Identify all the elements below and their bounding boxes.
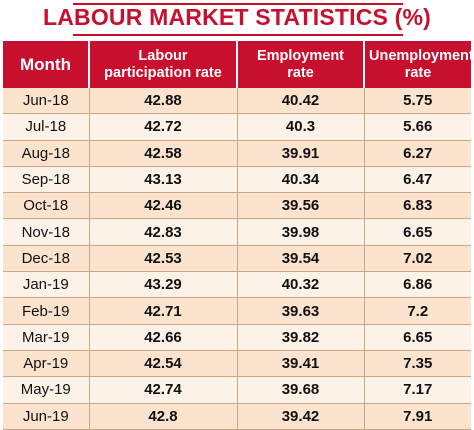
unemployment-rate-cell: 7.2 [364,297,471,325]
month-cell: Jun-19 [3,403,90,430]
labour-participation-rate-cell: 43.13 [89,166,238,194]
month-cell: Nov-18 [3,218,90,246]
month-cell: Feb-19 [3,297,90,325]
table-row: Jul-18 42.72 40.3 5.66 [3,113,471,141]
labour-participation-rate-cell: 42.46 [89,192,238,220]
unemployment-rate-cell: 6.65 [364,218,471,246]
employment-rate-cell: 39.63 [237,297,365,325]
table-header-row: Month Labour participation rate Employme… [3,41,474,88]
labour-participation-rate-cell: 42.53 [89,245,238,273]
employment-rate-cell: 40.42 [237,88,365,115]
table-row: Jun-18 42.88 40.42 5.75 [3,88,471,115]
unemployment-rate-cell: 6.27 [364,140,471,167]
unemployment-rate-cell: 7.35 [364,350,471,378]
unemployment-rate-cell: 7.02 [364,245,471,273]
column-header-employment-rate: Employment rate [237,41,365,88]
employment-rate-cell: 40.34 [237,166,365,194]
employment-rate-cell: 39.82 [237,324,365,351]
table-row: Dec-18 42.53 39.54 7.02 [3,245,471,273]
table-body: Jun-18 42.88 40.42 5.75 Jul-18 42.72 40.3 5.66 A… [3,88,471,430]
employment-rate-cell: 39.68 [237,376,365,404]
labour-participation-rate-cell: 42.88 [89,88,238,115]
labour-participation-rate-cell: 43.29 [89,271,238,299]
chart-title: LABOUR MARKET STATISTICS (%) [42,4,432,30]
employment-rate-cell: 39.98 [237,218,365,246]
employment-rate-cell: 39.54 [237,245,365,273]
table-row: Feb-19 42.71 39.63 7.2 [3,297,471,325]
employment-rate-cell: 39.91 [237,140,365,167]
unemployment-rate-cell: 5.75 [364,88,471,115]
unemployment-rate-cell: 6.47 [364,166,471,194]
unemployment-rate-cell: 7.91 [364,403,471,430]
employment-rate-cell: 39.42 [237,403,365,430]
month-cell: Dec-18 [3,245,90,273]
employment-rate-cell: 39.56 [237,192,365,220]
table-row: Jun-19 42.8 39.42 7.91 [3,403,471,430]
unemployment-rate-cell: 7.17 [364,376,471,404]
table-row: Aug-18 42.58 39.91 6.27 [3,140,471,167]
labour-participation-rate-cell: 42.8 [89,403,238,430]
labour-participation-rate-cell: 42.54 [89,350,238,378]
table-row: Sep-18 43.13 40.34 6.47 [3,166,471,194]
month-cell: Mar-19 [3,324,90,351]
table-row: Oct-18 42.46 39.56 6.83 [3,192,471,220]
employment-rate-cell: 40.32 [237,271,365,299]
labour-participation-rate-cell: 42.71 [89,297,238,325]
month-cell: Jan-19 [3,271,90,299]
title-rule-bottom [73,34,403,36]
labour-participation-rate-cell: 42.83 [89,218,238,246]
column-header-unemployment-rate: Unemployment rate [364,41,474,88]
unemployment-rate-cell: 6.65 [364,324,471,351]
month-cell: Jun-18 [3,88,90,115]
month-cell: Oct-18 [3,192,90,220]
labour-participation-rate-cell: 42.72 [89,113,238,141]
employment-rate-cell: 39.41 [237,350,365,378]
column-header-month: Month [3,41,90,88]
labour-participation-rate-cell: 42.58 [89,140,238,167]
month-cell: May-19 [3,376,90,404]
unemployment-rate-cell: 5.66 [364,113,471,141]
title-rule-top [73,3,403,5]
labour-participation-rate-cell: 42.74 [89,376,238,404]
month-cell: Apr-19 [3,350,90,378]
table-row: Mar-19 42.66 39.82 6.65 [3,324,471,351]
labour-participation-rate-cell: 42.66 [89,324,238,351]
column-header-labour-participation-rate: Labour participation rate [89,41,238,88]
unemployment-rate-cell: 6.83 [364,192,471,220]
month-cell: Aug-18 [3,140,90,167]
unemployment-rate-cell: 6.86 [364,271,471,299]
table-row: Nov-18 42.83 39.98 6.65 [3,218,471,246]
table-row: May-19 42.74 39.68 7.17 [3,376,471,404]
month-cell: Sep-18 [3,166,90,194]
month-cell: Jul-18 [3,113,90,141]
labour-market-table: Month Labour participation rate Employme… [3,41,474,430]
employment-rate-cell: 40.3 [237,113,365,141]
table-row: Apr-19 42.54 39.41 7.35 [3,350,471,378]
table-row: Jan-19 43.29 40.32 6.86 [3,271,471,299]
